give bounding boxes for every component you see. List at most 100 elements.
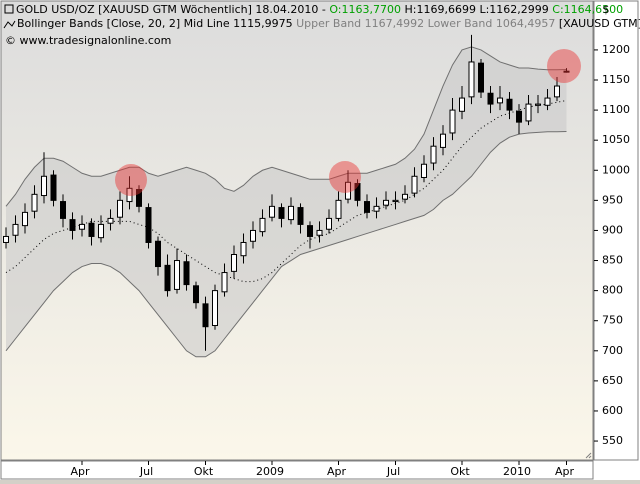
candle-body [449,109,456,134]
candle-body [525,103,532,122]
candle-body [373,205,380,212]
candle-body [478,62,484,93]
y-tick-label: 1200 [602,43,630,56]
mid-line [5,99,567,283]
candle-body [459,97,465,112]
candle-body [69,219,76,231]
candle-body [79,223,85,230]
y-tick-label: 1150 [602,73,630,86]
candle-body [202,303,209,328]
highlight-marker [329,161,361,193]
candle-body [22,211,28,227]
candle-body [402,193,408,200]
symbol-text: [XAUUSD GTM] [559,17,640,30]
candle-body [240,241,247,257]
highlight-marker [547,49,581,83]
candle-body [364,201,370,213]
x-tick-label: Apr [327,465,347,478]
band-fill [6,46,567,357]
y-tick-label: 900 [602,223,623,236]
candle-body [544,97,551,106]
candle-body [288,205,294,221]
open-text: O:1163,7700 [329,3,401,16]
candle-body [411,175,418,194]
candle-body [516,110,522,123]
x-tick-label: Okt [450,465,470,478]
candle-body [487,92,494,105]
x-tick-label: Jul [386,465,400,478]
candle-body [383,199,389,206]
candle-body [440,133,446,148]
close-text: C:1164,6500 [552,3,623,16]
candle-body [421,163,427,178]
copyright: © www.tradesignalonline.com [5,34,171,47]
y-tick-label: 950 [602,193,623,206]
y-tick-label: 750 [602,314,623,327]
candle-body [155,240,161,268]
candle-body [497,97,503,104]
candle-body [326,217,332,230]
candle-body [193,285,199,304]
candle-body [316,229,323,236]
candle-body [345,181,351,200]
candle-body [307,225,313,237]
candle-body [250,229,256,242]
x-tick-label: Jul [139,465,153,478]
candle-body [563,70,570,73]
candle-body [145,207,152,243]
candle-body [392,199,399,203]
candle-body [535,103,541,106]
candle-body [107,217,114,224]
indicator-icon [3,20,16,29]
upper-band [5,46,567,207]
candle-body [88,222,95,237]
candle-body [231,254,237,272]
candle-body [269,205,275,218]
candle-body [174,260,180,290]
y-tick-label: 700 [602,344,623,357]
symbol-icon [4,4,14,14]
y-tick-label: 800 [602,284,623,297]
candle-body [506,98,513,111]
candle-body [98,223,104,239]
candle-body [354,183,361,201]
candle-body [41,175,47,197]
y-tick-label: 1000 [602,163,630,176]
header-line: GOLD USD/OZ [XAUUSD GTM Wöchentlich] 18.… [16,3,623,16]
x-tick-label: 2009 [256,465,284,478]
candle-body [554,85,560,98]
candle-body [60,201,66,219]
high-low-text: H:1169,6699 L:1162,2999 [404,3,548,16]
resize-grip [585,452,592,459]
header-line: Bollinger Bands [Close, 20, 2] Mid Line … [17,17,640,30]
y-tick-label: 650 [602,374,623,387]
y-tick-label: 850 [602,254,623,267]
candle-body [335,199,342,219]
candle-body [31,193,38,212]
highlight-marker [115,164,147,196]
candle-body [126,187,133,203]
x-tick-label: Apr [70,465,90,478]
candle-body [221,272,228,293]
candle-body [278,207,285,219]
x-axis-panel [0,460,594,480]
candle-body [50,174,57,201]
candle-body [117,199,123,218]
y-tick-label: 600 [602,404,623,417]
indicator-text: Bollinger Bands [Close, 20, 2] Mid Line … [17,17,293,30]
y-tick-label: 1050 [602,133,630,146]
candle-body [468,61,475,98]
y-tick-label: 550 [602,434,623,447]
x-tick-label: Okt [194,465,214,478]
header: GOLD USD/OZ [XAUUSD GTM Wöchentlich] 18.… [3,3,640,47]
y-axis-panel [593,0,639,461]
candle-body [3,235,9,243]
header-text: GOLD USD/OZ [XAUUSD GTM Wöchentlich] 18.… [16,3,326,16]
x-tick-label: 2010 [503,465,531,478]
candle-body [164,264,171,292]
x-tick-label: Apr [555,465,575,478]
bands-text: Upper Band 1167,4992 Lower Band 1064,495… [296,17,555,30]
candle-body [430,145,437,164]
candle-body [297,207,304,225]
